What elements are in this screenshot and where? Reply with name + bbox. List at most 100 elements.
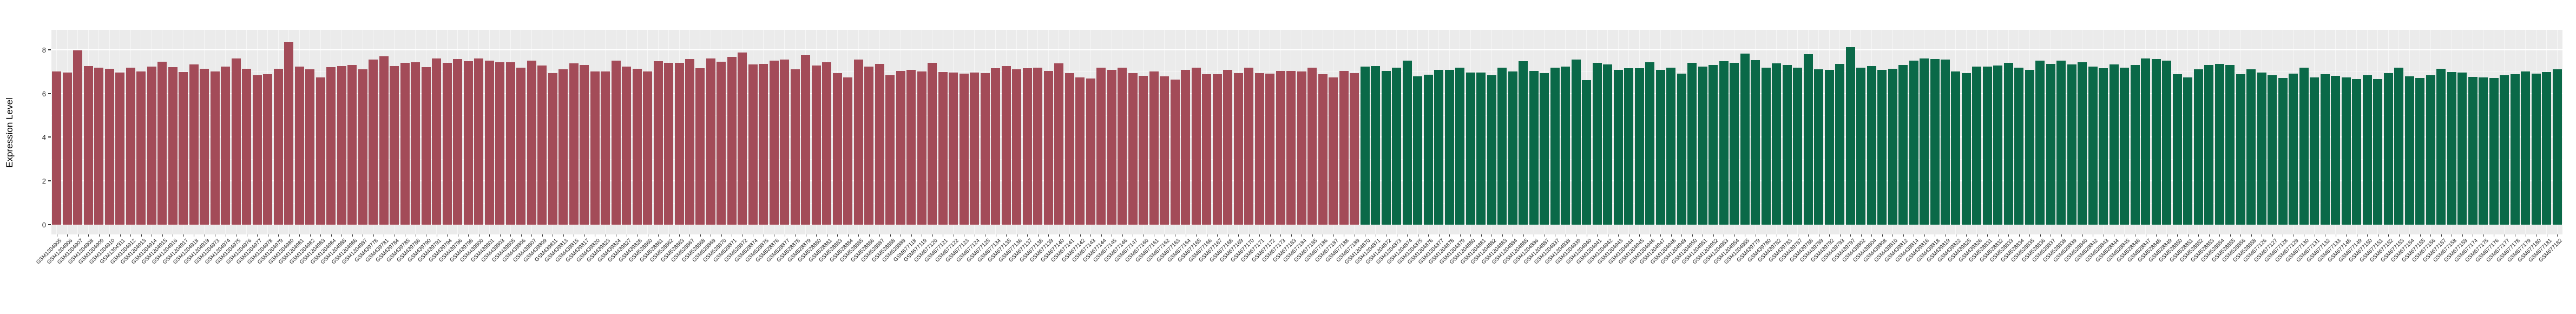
bar-GSM677143 — [1086, 78, 1095, 225]
bar-GSM439809 — [537, 66, 547, 225]
x-tick — [1122, 234, 1123, 237]
bar-GSM528871 — [727, 57, 737, 225]
y-axis-title: Expression Level — [4, 97, 15, 168]
bar-GSM1304977 — [252, 75, 262, 225]
x-tick — [542, 234, 543, 237]
bar-GSM677140 — [1054, 63, 1064, 225]
x-tick — [468, 234, 469, 237]
bar-GSM1304982 — [305, 69, 315, 225]
x-tick — [531, 234, 533, 237]
bar-GSM1304943 — [1613, 70, 1623, 225]
bar-GSM677173 — [1276, 70, 1285, 225]
bar-GSM528840 — [2078, 62, 2087, 225]
bar-GSM677188 — [1339, 70, 1349, 225]
x-tick — [120, 234, 121, 237]
x-tick — [869, 234, 870, 237]
bar-GSM677146 — [1118, 68, 1127, 225]
bar-GSM528886 — [864, 66, 874, 225]
bar-GSM528851 — [2183, 77, 2193, 225]
x-tick — [1037, 234, 1039, 237]
bar-GSM528872 — [738, 53, 747, 225]
x-tick — [1270, 234, 1271, 237]
bar-GSM1304937 — [1550, 68, 1560, 225]
bar-GSM677138 — [1033, 68, 1043, 225]
bar-GSM677121 — [938, 72, 948, 225]
bar-GSM439790 — [421, 67, 431, 225]
bar-GSM528880 — [811, 66, 821, 225]
bar-GSM1304954 — [1730, 63, 1739, 225]
bar-GSM677155 — [2415, 77, 2425, 225]
x-tick — [1987, 234, 1988, 237]
x-tick — [2029, 234, 2030, 237]
bar-GSM677153 — [2394, 67, 2404, 225]
x-tick — [1059, 234, 1060, 237]
bar-GSM1304882 — [1487, 75, 1496, 225]
x-tick — [310, 234, 311, 237]
bar-GSM439781 — [379, 56, 389, 225]
x-tick — [2082, 234, 2083, 237]
bar-GSM439783 — [1782, 65, 1792, 225]
bar-GSM1304987 — [358, 69, 367, 225]
bar-GSM677122 — [949, 72, 958, 225]
x-tick — [911, 234, 912, 237]
bar-GSM677127 — [2268, 75, 2277, 225]
x-tick — [2441, 234, 2442, 237]
bar-GSM1304948 — [1666, 68, 1676, 225]
bar-GSM677129 — [2289, 74, 2298, 225]
bar-GSM439818 — [1930, 59, 1940, 225]
x-tick — [183, 234, 184, 237]
bar-GSM1304911 — [115, 73, 125, 225]
x-tick — [510, 234, 511, 237]
bar-GSM677163 — [1170, 79, 1180, 225]
bar-GSM1304938 — [1561, 66, 1570, 225]
y-tick — [48, 93, 51, 94]
bar-GSM1304917 — [179, 72, 188, 225]
x-tick — [1470, 234, 1471, 237]
bar-GSM528852 — [2193, 69, 2203, 225]
bar-GSM1304880 — [1466, 72, 1475, 225]
bar-GSM528863 — [674, 63, 684, 225]
x-tick — [2367, 234, 2368, 237]
x-tick — [1428, 234, 1429, 237]
bar-GSM528842 — [2088, 66, 2098, 225]
bar-GSM677118 — [906, 69, 916, 225]
y-tick — [48, 136, 51, 138]
x-tick — [1639, 234, 1640, 237]
x-tick — [500, 234, 501, 237]
bar-GSM439806 — [516, 67, 526, 225]
bar-GSM677184 — [1297, 71, 1306, 225]
x-tick — [1460, 234, 1461, 237]
x-tick — [447, 234, 448, 237]
bar-GSM677128 — [2278, 78, 2288, 225]
bar-GSM439822 — [1951, 71, 1961, 225]
bar-GSM528839 — [2067, 64, 2076, 225]
x-tick — [1892, 234, 1894, 237]
bar-GSM1304939 — [1571, 59, 1581, 225]
bar-GSM439782 — [1772, 63, 1782, 225]
bar-GSM1304918 — [189, 64, 199, 225]
bar-GSM677130 — [2299, 67, 2309, 225]
bar-GSM439808 — [1877, 69, 1887, 225]
x-tick — [1048, 234, 1049, 237]
x-tick — [2040, 234, 2041, 237]
x-tick — [1997, 234, 1999, 237]
bar-GSM439778 — [369, 59, 378, 225]
bar-GSM1304949 — [1677, 74, 1686, 225]
x-tick — [1027, 234, 1028, 237]
bar-GSM677144 — [1096, 67, 1106, 225]
bar-GSM439812 — [1898, 65, 1908, 225]
bar-GSM528885 — [853, 59, 863, 225]
bar-GSM528877 — [780, 59, 790, 225]
bar-GSM528862 — [664, 63, 673, 225]
bar-GSM528838 — [2056, 61, 2066, 225]
bar-GSM528844 — [2109, 64, 2119, 225]
bar-GSM528881 — [822, 62, 832, 225]
y-tick-label: 8 — [42, 45, 46, 54]
bar-GSM1304908 — [83, 66, 93, 225]
bar-GSM439815 — [569, 63, 579, 225]
bar-GSM1304953 — [1719, 61, 1729, 225]
x-tick — [1217, 234, 1218, 237]
x-tick — [2177, 234, 2178, 237]
bar-GSM528869 — [706, 58, 715, 225]
bar-GSM528833 — [2003, 63, 2013, 225]
